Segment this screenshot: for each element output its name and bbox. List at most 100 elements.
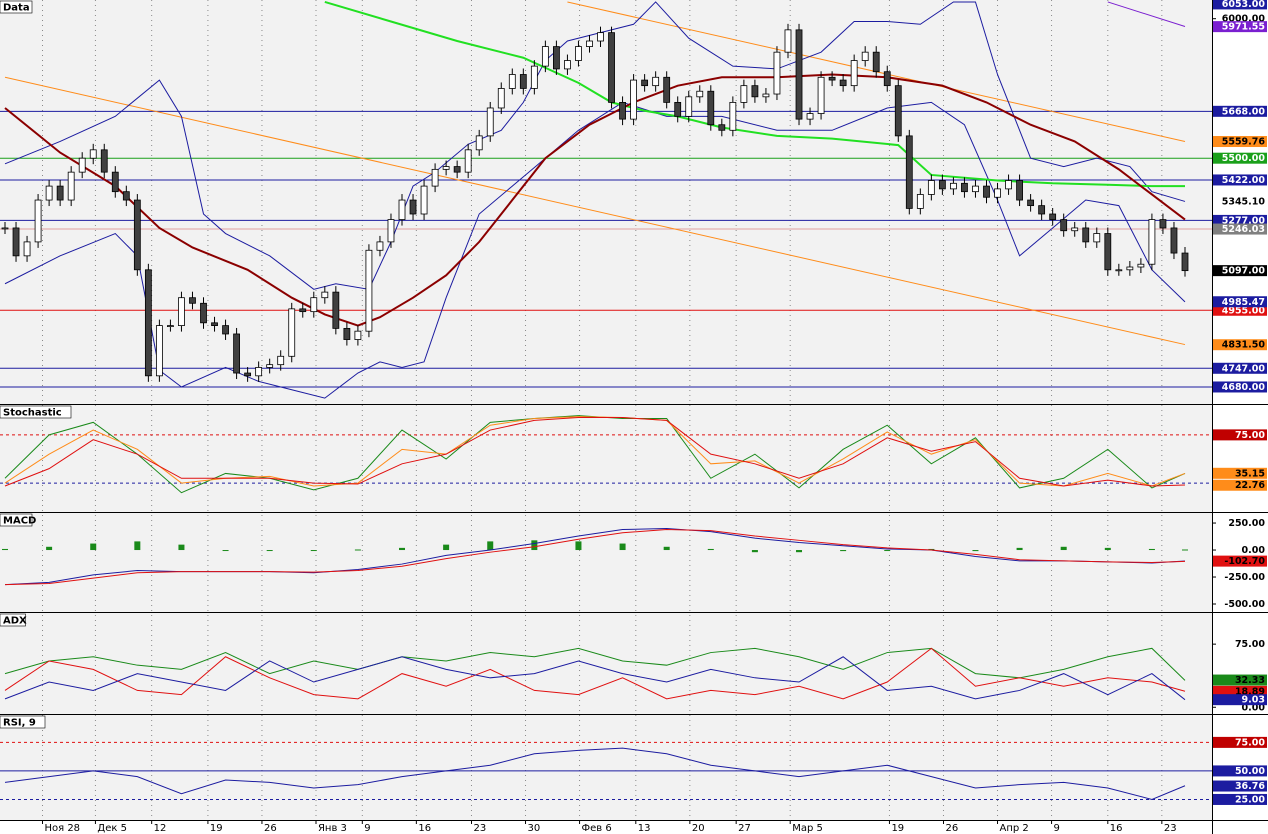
candle: [961, 182, 968, 193]
candle: [916, 194, 924, 209]
x-tick-label: Фев 6: [582, 823, 612, 834]
candle: [178, 297, 185, 326]
x-tick-label: 12: [154, 823, 167, 834]
candle: [211, 322, 218, 326]
histogram-bar: [90, 543, 97, 551]
price-tag-label: -500.00: [1224, 599, 1265, 610]
price-tag: [1213, 296, 1267, 308]
candle: [508, 74, 516, 89]
price-tag: [1213, 362, 1267, 374]
price-tag-label: 250.00: [1228, 518, 1265, 529]
candle: [34, 199, 42, 243]
candle: [343, 327, 351, 340]
pane-title-box: [0, 715, 46, 729]
candle: [45, 185, 53, 201]
price-tag-label: 4831.50: [1222, 340, 1266, 351]
price-tag-label: 50.00: [1235, 766, 1265, 777]
price-tag-label: -250.00: [1224, 572, 1265, 583]
candle: [255, 367, 263, 377]
candle: [277, 355, 285, 366]
indicator-line: [4, 647, 1186, 700]
candle: [729, 101, 737, 131]
price-tag-label: 6053.00: [1222, 0, 1266, 10]
candle: [310, 297, 318, 313]
x-tick-label: 30: [528, 823, 541, 834]
price-tag: [1213, 674, 1267, 686]
x-tick-label: Янв 3: [318, 823, 347, 834]
plot-background: [0, 0, 1212, 820]
candle: [1027, 199, 1035, 207]
histogram-bar: [1060, 546, 1067, 551]
price-tag-label: 5559.76: [1222, 137, 1266, 148]
histogram-bar: [1148, 548, 1155, 551]
histogram-bar: [972, 550, 979, 552]
x-tick-label: Дек 5: [97, 823, 127, 834]
histogram-bar: [178, 544, 185, 551]
candle: [464, 149, 472, 173]
price-tag-label: 32.33: [1235, 675, 1265, 686]
histogram-bar: [928, 548, 935, 551]
candle: [619, 101, 626, 120]
candle: [696, 90, 704, 98]
candle: [972, 185, 979, 193]
candle: [78, 157, 86, 173]
price-tag-label: 25.00: [1235, 794, 1265, 805]
price-tag-label: 75.00: [1235, 639, 1265, 650]
price-tag-label: 5668.00: [1222, 106, 1266, 117]
histogram-bar: [222, 550, 229, 552]
histogram-bar: [134, 541, 141, 551]
candle: [927, 180, 935, 195]
histogram-bar: [1104, 547, 1111, 551]
candle: [133, 199, 141, 271]
candle: [1115, 269, 1123, 272]
candle: [288, 308, 296, 357]
pane-title: MACD: [3, 516, 36, 527]
candle: [1049, 213, 1057, 220]
date-axis-background: [0, 820, 1212, 834]
candle: [586, 40, 593, 47]
candle: [553, 46, 560, 70]
candle: [475, 135, 483, 151]
price-tag: [1213, 780, 1267, 792]
candle: [420, 185, 428, 215]
candle: [519, 74, 527, 89]
candle: [685, 96, 693, 117]
candle: [751, 85, 759, 98]
price-tag: [1213, 736, 1267, 748]
histogram-bar: [619, 543, 626, 551]
candle: [718, 124, 726, 131]
candle: [1, 227, 9, 230]
pane-title: Stochastic: [3, 408, 62, 419]
candle: [321, 291, 329, 299]
candle: [1038, 205, 1046, 215]
candle: [266, 364, 274, 368]
price-tag: [1213, 223, 1267, 235]
histogram-bar: [354, 549, 361, 551]
candle: [1071, 227, 1079, 232]
price-tag: [1213, 304, 1267, 316]
price-tag-label: 0.00: [1242, 545, 1266, 556]
candle: [387, 219, 395, 243]
candle: [1060, 219, 1068, 232]
histogram-bar: [751, 550, 758, 553]
histogram-bar: [46, 546, 53, 551]
candle: [486, 107, 494, 137]
price-tag: [1213, 195, 1267, 207]
candle: [155, 325, 163, 377]
candle: [1170, 227, 1178, 254]
x-tick-label: 26: [945, 823, 958, 834]
price-tag-label: 5277.00: [1222, 215, 1266, 226]
x-tick-label: 19: [210, 823, 223, 834]
x-tick-label: Апр 2: [1000, 823, 1029, 834]
candle: [122, 191, 130, 201]
x-tick-label: 20: [692, 823, 705, 834]
candle: [1016, 180, 1023, 201]
candle: [806, 113, 814, 120]
indicator-line: [4, 417, 1186, 487]
histogram-bar: [531, 540, 538, 551]
indicator-line: [4, 647, 1186, 681]
price-tag: [1213, 555, 1267, 567]
price-tag: [1213, 467, 1267, 479]
pane-title-box: [0, 0, 33, 14]
